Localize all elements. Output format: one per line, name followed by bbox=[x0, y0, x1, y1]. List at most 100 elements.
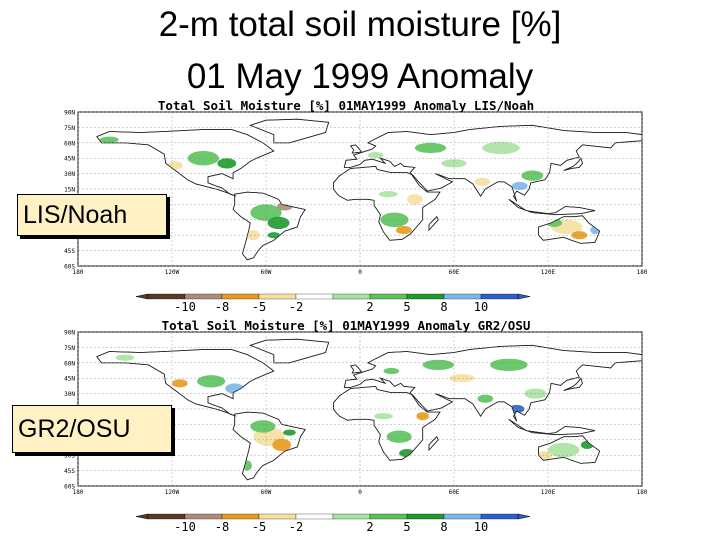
colorbar-segment bbox=[147, 293, 186, 300]
colorbar-label: 8 bbox=[440, 520, 447, 534]
colorbar-arrow-right bbox=[517, 293, 531, 300]
anomaly-patch bbox=[422, 359, 455, 370]
lat-tick-label: 75N bbox=[64, 125, 75, 132]
colorbar-segment bbox=[332, 293, 371, 300]
lon-tick-label: 120W bbox=[165, 269, 180, 276]
anomaly-patch bbox=[217, 158, 237, 169]
colorbar-label: 2 bbox=[366, 300, 373, 314]
lon-tick-label: 120E bbox=[541, 489, 556, 496]
anomaly-patch bbox=[511, 181, 528, 191]
lon-tick-label: 180 bbox=[73, 269, 84, 276]
lat-tick-label: 90N bbox=[64, 110, 75, 117]
lat-tick-label: 90N bbox=[64, 330, 75, 337]
slide-title-line2: 01 May 1999 Anomaly bbox=[186, 57, 534, 96]
colorbar-segment bbox=[184, 293, 223, 300]
colorbar-label: 10 bbox=[474, 520, 488, 534]
colorbar-label: 10 bbox=[474, 300, 488, 314]
lon-tick-label: 120E bbox=[541, 269, 556, 276]
colorbar-label: -5 bbox=[252, 300, 266, 314]
anomaly-patch bbox=[490, 358, 528, 372]
map-panel-gr2-osu: Total Soil Moisture [%] 01MAY1999 Anomal… bbox=[64, 318, 648, 534]
lon-tick-label: 0 bbox=[358, 269, 362, 276]
colorbar: -10 -8 -5 -2 2 5 8 10 bbox=[135, 513, 531, 534]
anomaly-patch bbox=[247, 230, 260, 241]
lon-tick-label: 60E bbox=[449, 489, 460, 496]
colorbar-label: -8 bbox=[215, 520, 229, 534]
anomaly-patch bbox=[482, 141, 520, 155]
lat-tick-label: 30S bbox=[64, 453, 75, 460]
lat-tick-label: 60S bbox=[64, 264, 75, 271]
lat-tick-label: 75N bbox=[64, 345, 75, 352]
anomaly-patch bbox=[250, 420, 276, 433]
anomaly-patch bbox=[477, 394, 494, 403]
lat-tick-label: 45S bbox=[64, 248, 75, 255]
anomaly-patch bbox=[115, 354, 135, 361]
map-area: 90N75N60N45N30N15NEQ15S30S45S60S180120W6… bbox=[64, 330, 648, 497]
colorbar-arrow-left bbox=[135, 293, 149, 300]
lat-tick-label: 45N bbox=[64, 376, 75, 383]
anomaly-patch bbox=[396, 225, 412, 235]
anomaly-patch bbox=[441, 159, 467, 168]
lat-tick-label: 60N bbox=[64, 140, 75, 147]
lon-tick-label: 180 bbox=[637, 489, 648, 496]
lon-tick-label: 180 bbox=[73, 489, 84, 496]
map-area: 90N75N60N45N30N15NEQ15S30S45S60S180120W6… bbox=[64, 110, 648, 277]
anomaly-patch bbox=[272, 438, 292, 452]
colorbar-segment bbox=[443, 293, 482, 300]
lat-tick-label: 45S bbox=[64, 468, 75, 475]
anomaly-patch bbox=[367, 152, 384, 159]
colorbar-segment bbox=[480, 293, 519, 300]
anomaly-patch bbox=[99, 136, 119, 143]
anomaly-patch bbox=[407, 194, 423, 205]
lat-tick-label: 45N bbox=[64, 156, 75, 163]
anomaly-patch bbox=[414, 142, 447, 154]
colorbar-label: -8 bbox=[215, 300, 229, 314]
colorbar-segment bbox=[221, 513, 260, 520]
anomaly-shading bbox=[115, 354, 594, 471]
lon-tick-label: 60E bbox=[449, 269, 460, 276]
anomaly-patch bbox=[474, 177, 491, 186]
anomaly-patch bbox=[521, 170, 544, 181]
lon-tick-label: 180 bbox=[637, 269, 648, 276]
panel-label-lis-noah: LIS/Noah bbox=[17, 194, 167, 236]
colorbar-segment bbox=[147, 513, 186, 520]
lat-tick-label: 60S bbox=[64, 484, 75, 491]
anomaly-patch bbox=[172, 379, 188, 388]
colorbar-segment bbox=[258, 513, 297, 520]
colorbar-arrow-left bbox=[135, 513, 149, 520]
colorbar-label: -2 bbox=[289, 300, 303, 314]
colorbar-segment bbox=[332, 513, 371, 520]
anomaly-patch bbox=[267, 216, 290, 230]
colorbar-label: -5 bbox=[252, 520, 266, 534]
anomaly-patch bbox=[383, 367, 400, 375]
colorbar-label: -10 bbox=[174, 520, 196, 534]
lat-tick-label: 30N bbox=[64, 391, 75, 398]
colorbar-arrow-right bbox=[517, 513, 531, 520]
colorbar-label: -10 bbox=[174, 300, 196, 314]
anomaly-patch bbox=[378, 191, 398, 198]
colorbar-label: -2 bbox=[289, 520, 303, 534]
colorbar-label: 5 bbox=[403, 520, 410, 534]
colorbar: -10 -8 -5 -2 2 5 8 10 bbox=[135, 293, 531, 314]
colorbar-segment bbox=[443, 513, 482, 520]
anomaly-patch bbox=[386, 430, 412, 443]
colorbar-label: 2 bbox=[366, 520, 373, 534]
lon-tick-label: 60W bbox=[261, 489, 272, 496]
panel-label-gr2-osu: GR2/OSU bbox=[12, 405, 172, 453]
anomaly-patch bbox=[548, 442, 580, 458]
colorbar-segment bbox=[184, 513, 223, 520]
anomaly-patch bbox=[449, 374, 475, 383]
colorbar-segment bbox=[406, 513, 445, 520]
lon-tick-label: 120W bbox=[165, 489, 180, 496]
map-plot-title: Total Soil Moisture [%] 01MAY1999 Anomal… bbox=[158, 98, 534, 113]
lon-tick-label: 0 bbox=[358, 489, 362, 496]
anomaly-patch bbox=[416, 412, 429, 421]
map-panel-lis-noah: Total Soil Moisture [%] 01MAY1999 Anomal… bbox=[64, 98, 648, 314]
colorbar-segment bbox=[221, 293, 260, 300]
colorbar-segment bbox=[295, 293, 334, 300]
colorbar-segment bbox=[406, 293, 445, 300]
anomaly-patch bbox=[197, 375, 226, 388]
anomaly-patch bbox=[283, 429, 296, 436]
lat-tick-label: 60N bbox=[64, 360, 75, 367]
anomaly-patch bbox=[374, 413, 393, 420]
